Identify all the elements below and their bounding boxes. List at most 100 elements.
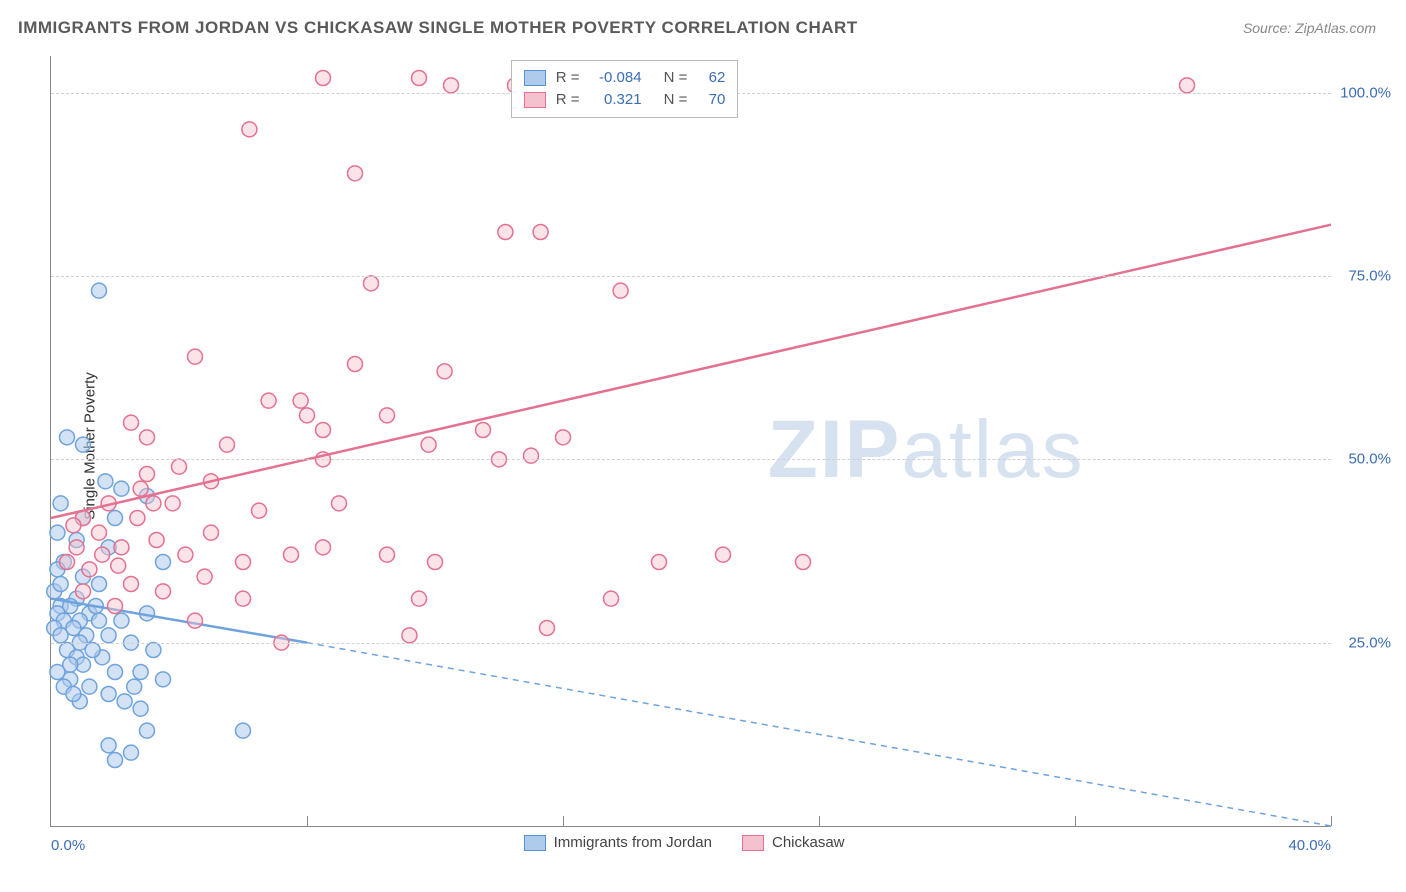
- scatter-point: [412, 591, 427, 606]
- scatter-point: [127, 679, 142, 694]
- scatter-point: [149, 533, 164, 548]
- scatter-point: [236, 723, 251, 738]
- y-tick-label: 100.0%: [1336, 84, 1391, 101]
- series-legend-item: Immigrants from Jordan: [524, 834, 712, 851]
- scatter-point: [140, 723, 155, 738]
- scatter-point: [124, 415, 139, 430]
- n-label: N =: [664, 67, 688, 89]
- x-tick-label: 0.0%: [51, 837, 85, 854]
- scatter-point: [172, 459, 187, 474]
- scatter-point: [66, 687, 81, 702]
- scatter-point: [130, 511, 145, 526]
- y-tick-label: 25.0%: [1336, 634, 1391, 651]
- source-name: ZipAtlas.com: [1295, 20, 1376, 36]
- scatter-point: [197, 569, 212, 584]
- scatter-point: [261, 393, 276, 408]
- scatter-point: [101, 687, 116, 702]
- plot-area: ZIPatlas 25.0%50.0%75.0%100.0%0.0%40.0%: [50, 56, 1331, 827]
- legend-swatch: [742, 835, 764, 851]
- gridline-horizontal: [51, 459, 1331, 460]
- scatter-point: [50, 525, 65, 540]
- scatter-point: [92, 283, 107, 298]
- scatter-point: [92, 525, 107, 540]
- series-legend-item: Chickasaw: [742, 834, 845, 851]
- scatter-point: [316, 423, 331, 438]
- scatter-point: [146, 643, 161, 658]
- scatter-point: [50, 665, 65, 680]
- legend-swatch: [524, 835, 546, 851]
- scatter-point: [412, 71, 427, 86]
- correlation-legend: R =-0.084N =62R =0.321N =70: [511, 60, 739, 118]
- scatter-point: [53, 628, 68, 643]
- y-tick-label: 50.0%: [1336, 451, 1391, 468]
- gridline-vertical: [307, 816, 308, 826]
- scatter-point: [300, 408, 315, 423]
- scatter-point: [82, 679, 97, 694]
- scatter-point: [476, 423, 491, 438]
- scatter-point: [613, 283, 628, 298]
- scatter-svg: [51, 56, 1331, 826]
- scatter-point: [69, 540, 84, 555]
- series-legend-label: Chickasaw: [772, 834, 845, 851]
- scatter-point: [101, 738, 116, 753]
- scatter-point: [348, 166, 363, 181]
- gridline-vertical: [1075, 816, 1076, 826]
- scatter-point: [652, 555, 667, 570]
- scatter-point: [156, 672, 171, 687]
- scatter-point: [293, 393, 308, 408]
- scatter-point: [1180, 78, 1195, 93]
- scatter-point: [124, 577, 139, 592]
- scatter-point: [220, 437, 235, 452]
- scatter-point: [60, 555, 75, 570]
- scatter-point: [236, 591, 251, 606]
- scatter-point: [76, 584, 91, 599]
- gridline-horizontal: [51, 643, 1331, 644]
- scatter-point: [332, 496, 347, 511]
- scatter-point: [140, 430, 155, 445]
- scatter-point: [92, 613, 107, 628]
- scatter-point: [101, 628, 116, 643]
- scatter-point: [428, 555, 443, 570]
- scatter-point: [236, 555, 251, 570]
- scatter-point: [421, 437, 436, 452]
- scatter-point: [188, 613, 203, 628]
- x-tick-label: 40.0%: [1288, 837, 1331, 854]
- r-value: -0.084: [590, 67, 642, 89]
- scatter-point: [284, 547, 299, 562]
- scatter-point: [716, 547, 731, 562]
- scatter-point: [437, 364, 452, 379]
- scatter-point: [348, 357, 363, 372]
- scatter-point: [66, 518, 81, 533]
- correlation-legend-row: R =-0.084N =62: [524, 67, 726, 89]
- scatter-point: [76, 437, 91, 452]
- legend-swatch: [524, 92, 546, 108]
- scatter-point: [53, 496, 68, 511]
- scatter-point: [111, 558, 126, 573]
- scatter-point: [85, 643, 100, 658]
- scatter-point: [498, 225, 513, 240]
- scatter-point: [242, 122, 257, 137]
- scatter-point: [188, 349, 203, 364]
- r-label: R =: [556, 89, 580, 111]
- scatter-point: [252, 503, 267, 518]
- scatter-point: [133, 481, 148, 496]
- scatter-point: [316, 71, 331, 86]
- scatter-point: [108, 753, 123, 768]
- trend-line-dashed: [307, 643, 1331, 826]
- scatter-point: [533, 225, 548, 240]
- scatter-point: [524, 448, 539, 463]
- scatter-point: [444, 78, 459, 93]
- scatter-point: [114, 613, 129, 628]
- scatter-point: [380, 547, 395, 562]
- n-label: N =: [664, 89, 688, 111]
- gridline-vertical: [1331, 816, 1332, 826]
- scatter-point: [380, 408, 395, 423]
- trend-line: [51, 225, 1331, 518]
- legend-swatch: [524, 70, 546, 86]
- scatter-point: [316, 540, 331, 555]
- scatter-point: [604, 591, 619, 606]
- scatter-point: [108, 599, 123, 614]
- scatter-point: [402, 628, 417, 643]
- scatter-point: [156, 584, 171, 599]
- scatter-point: [133, 665, 148, 680]
